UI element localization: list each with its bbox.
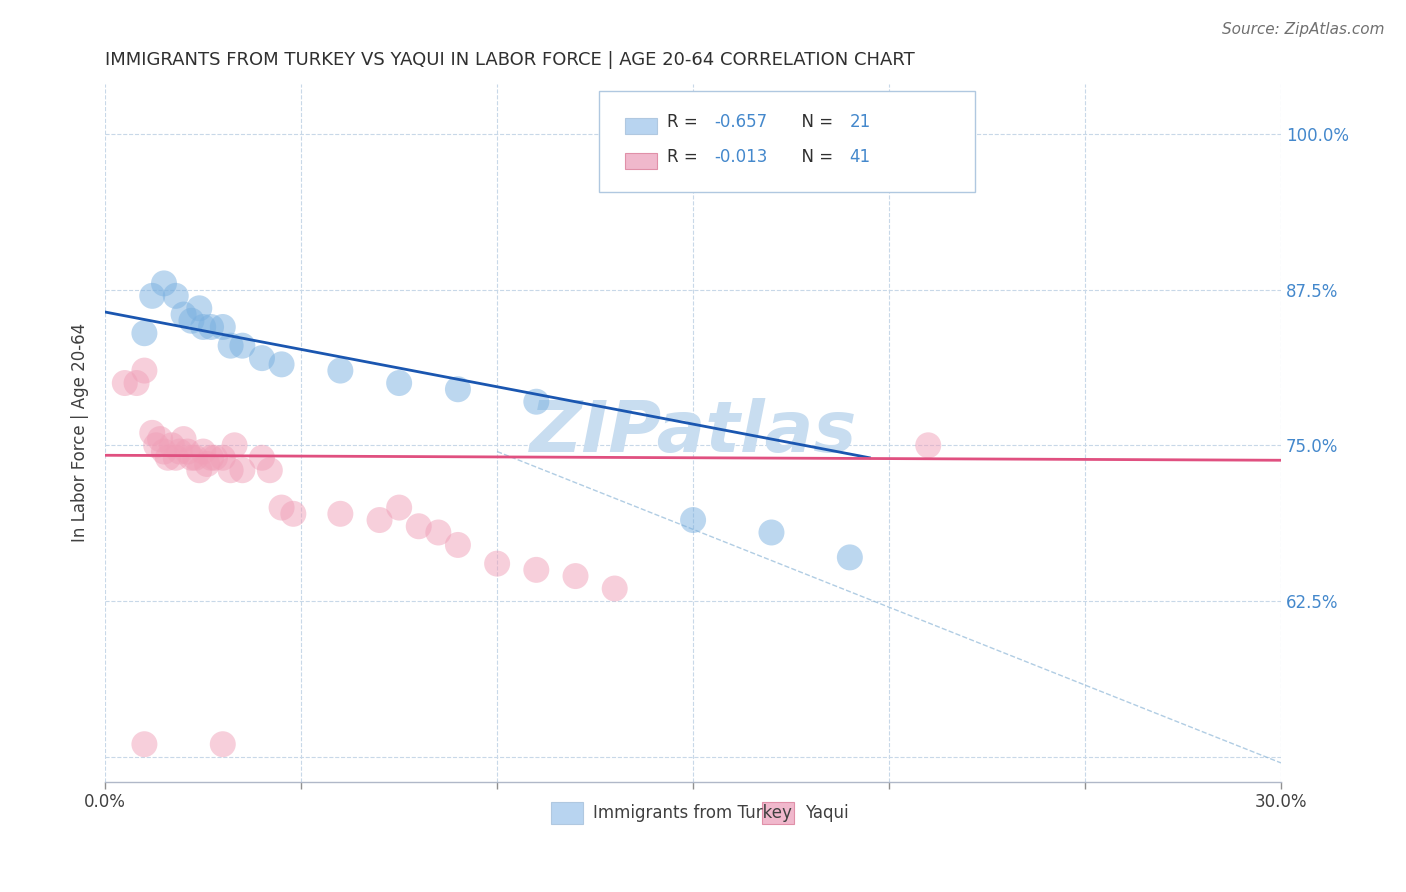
FancyBboxPatch shape bbox=[624, 119, 657, 134]
Text: 41: 41 bbox=[849, 148, 870, 166]
Point bbox=[184, 450, 207, 465]
Text: Yaqui: Yaqui bbox=[804, 804, 848, 822]
Point bbox=[125, 376, 148, 390]
Point bbox=[134, 363, 156, 377]
Point bbox=[447, 538, 470, 552]
Point bbox=[259, 463, 281, 477]
FancyBboxPatch shape bbox=[551, 802, 582, 824]
Point bbox=[211, 450, 233, 465]
Point bbox=[231, 463, 253, 477]
Point bbox=[388, 376, 411, 390]
Text: R =: R = bbox=[668, 148, 703, 166]
Point bbox=[329, 507, 352, 521]
Point bbox=[145, 438, 167, 452]
Text: 21: 21 bbox=[849, 113, 870, 131]
Point bbox=[761, 525, 783, 540]
Point bbox=[180, 450, 202, 465]
Point bbox=[141, 289, 163, 303]
Text: -0.013: -0.013 bbox=[714, 148, 768, 166]
Point bbox=[524, 563, 547, 577]
Point bbox=[408, 519, 430, 533]
Point bbox=[156, 450, 179, 465]
FancyBboxPatch shape bbox=[624, 153, 657, 169]
Point bbox=[180, 314, 202, 328]
Point bbox=[231, 339, 253, 353]
Point bbox=[524, 394, 547, 409]
Point bbox=[219, 463, 242, 477]
Point bbox=[427, 525, 450, 540]
Point bbox=[160, 438, 183, 452]
Point bbox=[211, 737, 233, 751]
FancyBboxPatch shape bbox=[762, 802, 794, 824]
Point bbox=[682, 513, 704, 527]
Text: -0.657: -0.657 bbox=[714, 113, 768, 131]
Point bbox=[204, 450, 226, 465]
Point bbox=[270, 357, 292, 371]
Point bbox=[219, 339, 242, 353]
Point bbox=[250, 351, 273, 365]
Point bbox=[188, 463, 211, 477]
Point bbox=[165, 289, 187, 303]
Point bbox=[368, 513, 391, 527]
Point bbox=[917, 438, 939, 452]
Point bbox=[283, 507, 305, 521]
Point bbox=[153, 444, 176, 458]
Point bbox=[169, 444, 191, 458]
Point bbox=[141, 425, 163, 440]
Text: IMMIGRANTS FROM TURKEY VS YAQUI IN LABOR FORCE | AGE 20-64 CORRELATION CHART: IMMIGRANTS FROM TURKEY VS YAQUI IN LABOR… bbox=[105, 51, 915, 69]
Text: R =: R = bbox=[668, 113, 703, 131]
Point bbox=[838, 550, 860, 565]
Text: N =: N = bbox=[790, 113, 838, 131]
Point bbox=[193, 444, 215, 458]
Point bbox=[134, 326, 156, 341]
Point bbox=[200, 450, 222, 465]
Point bbox=[195, 457, 218, 471]
FancyBboxPatch shape bbox=[599, 91, 976, 193]
Point bbox=[149, 432, 172, 446]
Point bbox=[486, 557, 509, 571]
Point bbox=[211, 320, 233, 334]
Point bbox=[224, 438, 246, 452]
Point bbox=[200, 320, 222, 334]
Point bbox=[153, 277, 176, 291]
Point bbox=[114, 376, 136, 390]
Point bbox=[250, 450, 273, 465]
Point bbox=[447, 382, 470, 396]
Text: Immigrants from Turkey: Immigrants from Turkey bbox=[593, 804, 792, 822]
Point bbox=[188, 301, 211, 316]
Point bbox=[564, 569, 586, 583]
Point bbox=[176, 444, 198, 458]
Text: Source: ZipAtlas.com: Source: ZipAtlas.com bbox=[1222, 22, 1385, 37]
Point bbox=[173, 308, 195, 322]
Point bbox=[193, 320, 215, 334]
Text: ZIPatlas: ZIPatlas bbox=[530, 399, 856, 467]
Text: N =: N = bbox=[790, 148, 838, 166]
Point bbox=[270, 500, 292, 515]
Y-axis label: In Labor Force | Age 20-64: In Labor Force | Age 20-64 bbox=[72, 323, 89, 542]
Point bbox=[603, 582, 626, 596]
Point bbox=[329, 363, 352, 377]
Point bbox=[173, 432, 195, 446]
Point bbox=[165, 450, 187, 465]
Point bbox=[388, 500, 411, 515]
Point bbox=[134, 737, 156, 751]
